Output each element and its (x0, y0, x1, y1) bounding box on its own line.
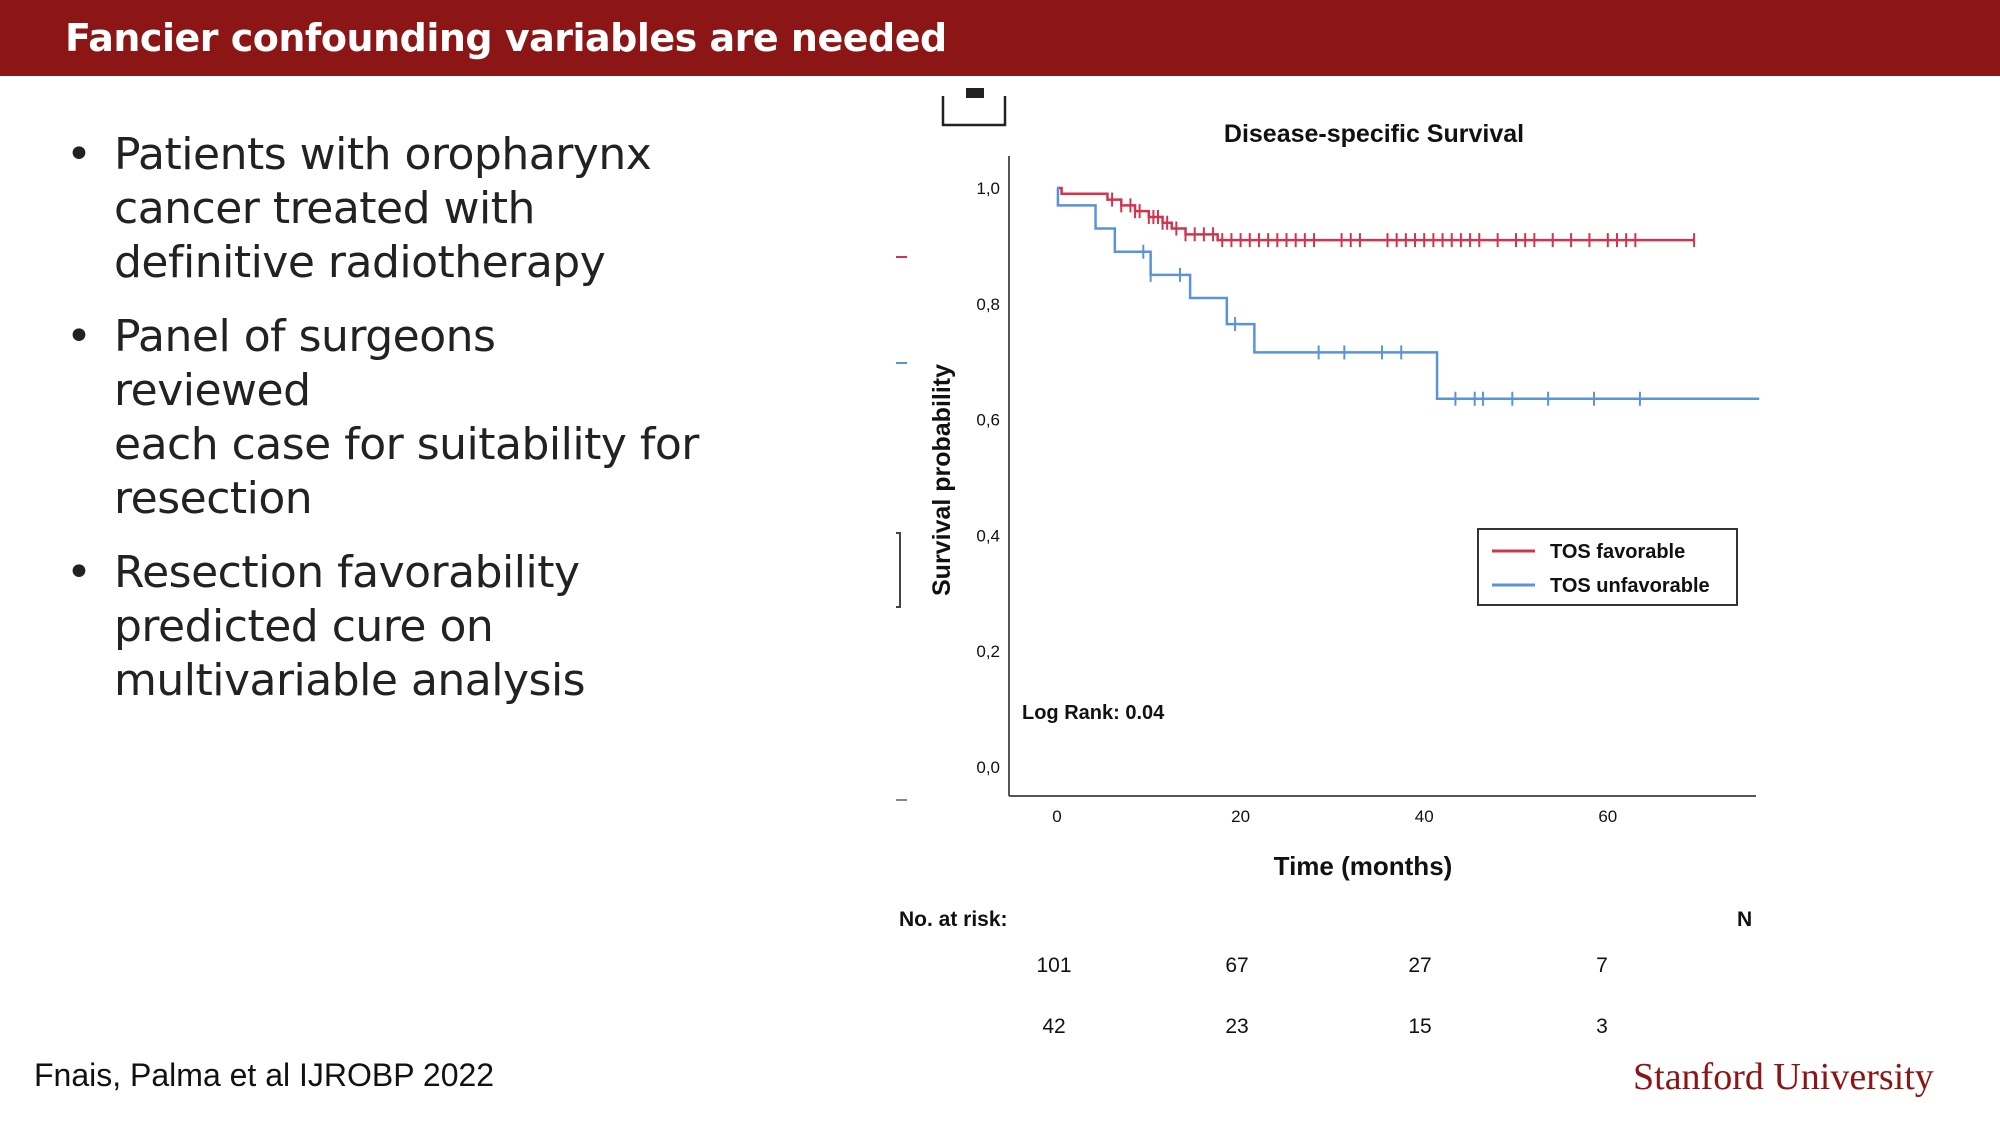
stanford-logo: Stanford University (1633, 1056, 1934, 1098)
y-tick-label: 0,8 (976, 295, 1000, 314)
risk-count: 15 (1408, 1015, 1431, 1038)
citation: Fnais, Palma et al IJROBP 2022 (34, 1057, 495, 1093)
risk-count: 42 (1042, 1015, 1065, 1038)
y-tick-label: 0,0 (976, 758, 1000, 777)
risk-table-right-label: N (1737, 908, 1752, 931)
risk-count: 23 (1225, 1015, 1248, 1038)
x-axis-label: Time (months) (1274, 851, 1453, 881)
bullet-item: • Patients with oropharynx cancer treated … (66, 129, 652, 288)
legend: TOS favorable TOS unfavorable (1477, 528, 1738, 606)
panel-label-glyph (966, 88, 984, 98)
x-tick-label: 0 (1052, 807, 1061, 826)
bullet-icon: • (66, 547, 92, 598)
y-tick-label: 0,6 (976, 411, 1000, 430)
legend-label-unfavorable: TOS unfavorable (1550, 575, 1710, 597)
bullet-item: • Resection favorability predicted cure on… (66, 547, 586, 706)
y-tick-label: 0,2 (976, 642, 1000, 661)
header-bar: Fancier confounding variables are needed (0, 0, 2000, 76)
risk-count: 7 (1596, 954, 1608, 977)
x-tick-label: 60 (1598, 807, 1617, 826)
bullet-icon: • (66, 129, 92, 180)
bullet-list: • Patients with oropharynx cancer treated … (62, 128, 702, 728)
risk-table-label: No. at risk: (899, 908, 1008, 931)
y-tick-label: 0,4 (976, 526, 1000, 545)
y-axis-label: Survival probability (928, 364, 956, 596)
x-tick-label: 40 (1415, 807, 1434, 826)
slide-title: Fancier confounding variables are needed (65, 16, 947, 60)
bullet-icon: • (66, 311, 92, 362)
y-tick-label: 1,0 (976, 179, 1000, 198)
risk-count: 101 (1036, 954, 1071, 977)
log-rank-annotation: Log Rank: 0.04 (1022, 702, 1165, 724)
legend-label-favorable: TOS favorable (1550, 541, 1685, 563)
x-tick-label: 20 (1231, 807, 1250, 826)
panel-label-box (941, 96, 1007, 127)
risk-count: 3 (1596, 1015, 1608, 1038)
survival-curve-unfavorable (1056, 186, 1760, 401)
risk-count: 27 (1408, 954, 1431, 977)
legend-box (1477, 528, 1738, 606)
stray-bracket (896, 532, 901, 608)
risk-count: 67 (1225, 954, 1248, 977)
bullet-item: • Panel of surgeons reviewed each case for… (66, 311, 699, 524)
chart-title: Disease-specific Survival (1224, 120, 1524, 148)
